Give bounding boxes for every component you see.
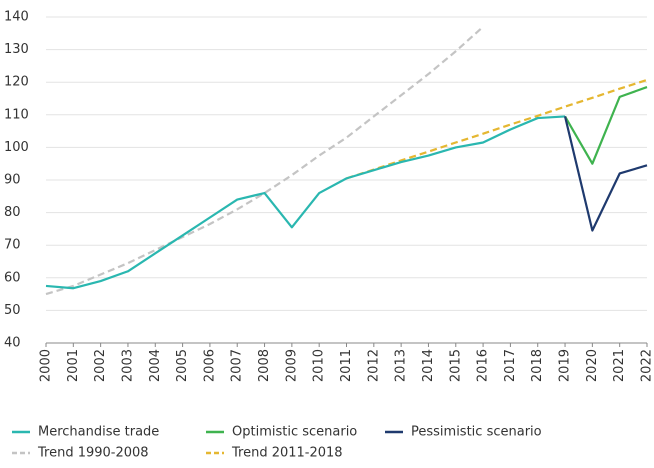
x-tick-label: 2016 [476,349,491,382]
series-line [346,78,648,180]
x-tick-label: 2011 [339,349,354,382]
y-tick-label: 60 [4,270,21,285]
series-line [564,86,648,165]
x-tick-label: 2010 [312,349,327,382]
y-tick-label: 70 [4,238,21,253]
series-line [45,25,484,296]
x-tick-label: 2008 [257,349,272,382]
x-tick-label: 2005 [175,349,190,382]
series-line [45,115,566,290]
legend-label: Optimistic scenario [232,425,357,440]
x-tick-label: 2004 [148,349,163,382]
x-tick-label: 2019 [558,349,573,382]
x-tick-label: 2000 [39,349,54,382]
y-tick-label: 140 [4,10,29,25]
x-tick-label: 2006 [202,349,217,382]
x-tick-label: 2021 [612,349,627,382]
legend-label: Trend 2011-2018 [231,446,343,461]
x-tick-label: 2012 [366,349,381,382]
x-tick-label: 2015 [448,349,463,382]
x-tick-label: 2013 [394,349,409,382]
x-tick-label: 2022 [640,349,654,382]
x-tick-label: 2017 [503,349,518,382]
y-tick-label: 120 [4,75,29,90]
y-tick-label: 110 [4,107,29,122]
legend-label: Pessimistic scenario [411,425,542,440]
legend-label: Trend 1990-2008 [37,446,149,461]
x-tick-label: 2018 [530,349,545,382]
y-tick-label: 100 [4,140,29,155]
x-tick-label: 2002 [93,349,108,382]
y-tick-label: 50 [4,303,21,318]
x-tick-label: 2014 [421,349,436,382]
y-tick-label: 130 [4,42,29,57]
x-tick-label: 2009 [284,349,299,382]
x-tick-label: 2003 [120,349,135,382]
legend-label: Merchandise trade [38,425,159,440]
series-line [563,116,648,232]
y-tick-label: 80 [4,205,21,220]
x-tick-label: 2001 [66,349,81,382]
y-tick-label: 90 [4,173,21,188]
y-tick-label: 40 [4,336,21,351]
x-tick-label: 2020 [585,349,600,382]
x-tick-label: 2007 [230,349,245,382]
